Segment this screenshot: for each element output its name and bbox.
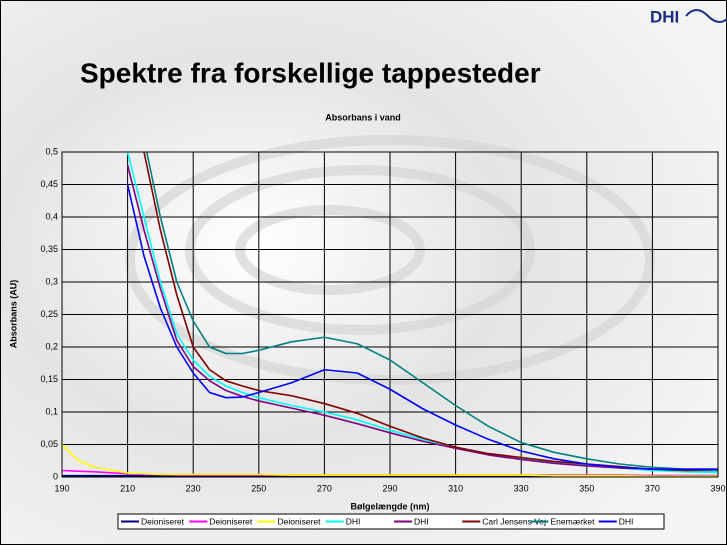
x-tick-label: 270 <box>317 483 332 493</box>
series-line <box>145 152 718 472</box>
y-tick-label: 0,3 <box>45 276 58 286</box>
legend-label: DHI <box>619 516 634 526</box>
y-tick-label: 0,2 <box>45 341 58 351</box>
legend-label: DHI <box>346 516 361 526</box>
y-tick-label: 0,4 <box>45 211 58 221</box>
logo: DHI <box>650 7 679 26</box>
legend-box <box>117 513 665 530</box>
legend: Deioniseret Deioniseret Deioniseret DHI DHI C… <box>121 516 633 526</box>
x-tick-label: 190 <box>54 483 69 493</box>
y-axis-label: Absorbans (AU) <box>8 280 18 349</box>
logo-wave <box>685 9 727 23</box>
legend-label: DHI <box>414 516 429 526</box>
series-line <box>126 164 718 470</box>
x-tick-label: 370 <box>645 483 660 493</box>
x-axis-label: Bølgelængde (nm) <box>351 501 430 511</box>
chart-title: Absorbans i vand <box>325 112 401 122</box>
x-tick-label: 330 <box>514 483 529 493</box>
y-tick-label: 0,05 <box>40 439 58 449</box>
x-tick-label: 310 <box>448 483 463 493</box>
x-tick-label: 250 <box>251 483 266 493</box>
y-tick-label: 0,1 <box>45 406 58 416</box>
y-tick-label: 0,45 <box>40 179 58 189</box>
legend-label: Deioniseret <box>141 516 185 526</box>
legend-label: Carl Jensens Vej <box>482 516 546 526</box>
slide-title: Spektre fra forskellige tappesteder <box>80 57 541 88</box>
y-tick-label: 0,5 <box>45 146 58 156</box>
y-tick-label: 0,25 <box>40 309 58 319</box>
plot-lines <box>62 152 718 477</box>
y-tick-label: 0,35 <box>40 244 58 254</box>
y-tick-label: 0 <box>53 471 58 481</box>
x-tick-label: 290 <box>382 483 397 493</box>
series-line <box>62 443 718 477</box>
x-tick-label: 210 <box>120 483 135 493</box>
legend-label: Deioniseret <box>278 516 322 526</box>
x-tick-label: 350 <box>579 483 594 493</box>
legend-label: Enemærket <box>551 516 596 526</box>
plot-frame <box>61 151 719 478</box>
series-line <box>126 184 718 470</box>
x-tick-label: 230 <box>186 483 201 493</box>
x-tick-label: 390 <box>710 483 725 493</box>
y-tick-label: 0,15 <box>40 374 58 384</box>
legend-label: Deioniseret <box>209 516 253 526</box>
